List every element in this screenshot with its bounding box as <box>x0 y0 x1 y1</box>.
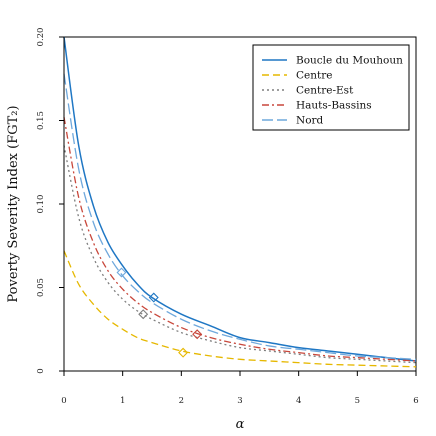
series-line-centre <box>63 250 417 368</box>
series-line-nord <box>63 73 417 360</box>
legend-box <box>252 44 410 131</box>
legend-label-boucle-du-mouhoun: Boucle du Mouhoun <box>296 55 403 67</box>
x-tick-label: 2 <box>179 396 184 406</box>
series-line-centre-est <box>63 145 417 364</box>
y-axis: 0 0.05 0.10 0.15 0.20 <box>36 28 65 374</box>
y-axis-title: Poverty Severity Index (FGT₂) <box>6 105 21 302</box>
series-layer <box>63 36 417 368</box>
x-tick-label: 6 <box>413 396 418 406</box>
marker-hauts-bassins <box>192 329 203 340</box>
series-line-boucle-du-mouhoun <box>63 36 417 362</box>
y-tick-label: 0.15 <box>36 111 46 130</box>
y-tick-label: 0.20 <box>36 28 46 47</box>
x-tick-label: 3 <box>237 396 242 406</box>
marker-layer <box>116 267 203 358</box>
legend-label-centre-est: Centre-Est <box>296 85 354 97</box>
y-tick-label: 0 <box>36 368 46 373</box>
x-axis: 0 1 2 3 4 5 6 <box>61 370 419 406</box>
x-tick-label: 0 <box>61 396 66 406</box>
series-line-hauts-bassins <box>63 117 417 362</box>
x-tick-label: 1 <box>120 396 125 406</box>
x-tick-label: 4 <box>296 396 301 406</box>
marker-centre-est <box>138 309 149 320</box>
legend-label-centre: Centre <box>296 70 332 82</box>
legend-label-hauts-bassins: Hauts-Bassins <box>296 100 372 112</box>
marker-centre <box>178 347 189 358</box>
x-tick-label: 5 <box>355 396 360 406</box>
marker-boucle-du-mouhoun <box>148 292 159 303</box>
marker-nord <box>116 267 127 278</box>
x-axis-title: α <box>236 417 245 432</box>
y-tick-label: 0.05 <box>36 278 46 297</box>
y-tick-label: 0.10 <box>36 195 46 214</box>
legend-label-nord: Nord <box>296 115 324 127</box>
legend: Boucle du Mouhoun Centre Centre-Est Hauts-B… <box>252 44 410 131</box>
